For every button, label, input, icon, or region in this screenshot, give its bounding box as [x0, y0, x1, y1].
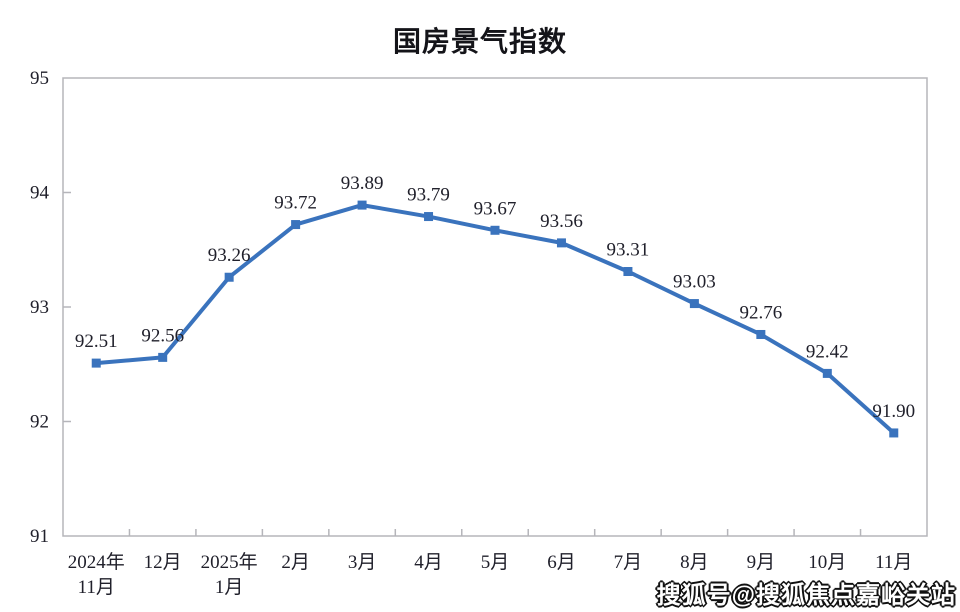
data-point	[822, 368, 832, 378]
data-label: 92.42	[806, 341, 849, 362]
x-axis-label: 12月	[144, 552, 182, 573]
x-axis-label: 9月	[747, 552, 776, 573]
data-point	[889, 428, 899, 438]
x-axis-label: 11月	[78, 577, 115, 598]
x-axis-label: 5月	[481, 552, 510, 573]
x-axis-label: 8月	[680, 552, 709, 573]
data-label: 93.56	[540, 211, 583, 232]
watermark-text: 搜狐号@搜狐焦点嘉峪关站	[656, 582, 956, 609]
data-label: 93.89	[341, 173, 384, 194]
y-axis-label: 95	[30, 68, 49, 89]
y-axis-label: 93	[30, 297, 49, 318]
y-axis-label: 94	[30, 183, 50, 204]
data-point	[224, 272, 234, 282]
data-point	[357, 200, 367, 210]
data-point	[756, 329, 766, 339]
data-point	[623, 267, 633, 277]
x-axis-label: 1月	[215, 577, 244, 598]
x-axis-label: 2024年	[68, 551, 125, 573]
data-label: 93.31	[607, 240, 650, 261]
data-point	[291, 220, 301, 230]
data-point	[689, 299, 699, 309]
x-axis-label: 10月	[808, 552, 846, 573]
plot-border	[62, 77, 928, 537]
data-point	[490, 225, 500, 235]
data-label: 93.79	[407, 185, 450, 206]
data-label: 93.03	[673, 272, 716, 293]
data-point	[158, 352, 168, 362]
data-label: 93.72	[274, 193, 317, 214]
data-label: 93.67	[474, 198, 517, 219]
x-axis-label: 6月	[547, 552, 576, 573]
x-axis-label: 11月	[875, 552, 912, 573]
data-point	[91, 358, 101, 368]
data-label: 92.76	[739, 302, 782, 323]
x-axis-label: 4月	[414, 552, 443, 573]
x-axis-label: 2025年	[201, 551, 258, 573]
data-point	[424, 212, 434, 222]
y-axis-label: 92	[30, 412, 49, 433]
data-label: 92.51	[75, 331, 118, 352]
data-point	[556, 238, 566, 248]
data-label: 91.90	[872, 401, 915, 422]
x-axis-label: 3月	[348, 552, 377, 573]
data-label: 93.26	[208, 245, 251, 266]
y-axis-label: 91	[30, 526, 49, 547]
data-label: 92.56	[141, 325, 184, 346]
chart-title: 国房景气指数	[392, 26, 567, 57]
x-axis-label: 2月	[281, 552, 310, 573]
x-axis-label: 7月	[614, 552, 643, 573]
